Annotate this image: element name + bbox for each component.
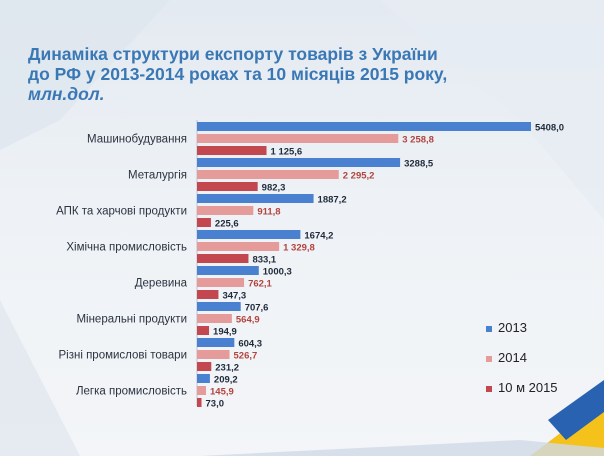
data-label: 225,6 bbox=[215, 219, 239, 230]
bar-series-1 bbox=[197, 278, 245, 287]
data-label: 145,9 bbox=[210, 387, 234, 398]
category-label: Машинобудування bbox=[87, 134, 187, 146]
category-label: Металургія bbox=[128, 170, 187, 182]
bar-series-2 bbox=[197, 218, 211, 227]
data-label: 194,9 bbox=[213, 327, 237, 338]
bar-series-0 bbox=[197, 266, 259, 275]
data-label: 1 125,6 bbox=[271, 147, 303, 158]
legend-swatch-2015 bbox=[486, 386, 492, 392]
bar-series-0 bbox=[197, 302, 241, 311]
blue-corner-shape bbox=[548, 380, 604, 440]
bar-series-1 bbox=[197, 314, 232, 323]
category-label: Різні промислові товари bbox=[58, 350, 187, 362]
data-label: 231,2 bbox=[215, 363, 239, 374]
data-label: 707,6 bbox=[245, 303, 269, 314]
data-label: 1000,3 bbox=[263, 267, 292, 278]
bar-series-1 bbox=[197, 386, 207, 395]
bar-series-2 bbox=[197, 254, 249, 263]
bar-series-0 bbox=[197, 374, 210, 383]
data-label: 3288,5 bbox=[404, 159, 434, 170]
data-label: 604,3 bbox=[238, 339, 262, 350]
legend-label-2013: 2013 bbox=[498, 320, 527, 335]
category-label: Хімічна промисловість bbox=[66, 242, 187, 254]
bar-series-2 bbox=[197, 182, 258, 191]
bar-series-2 bbox=[197, 326, 210, 335]
bar-series-2 bbox=[197, 146, 267, 155]
data-label: 3 258,8 bbox=[402, 135, 434, 146]
data-label: 982,3 bbox=[262, 183, 286, 194]
bar-series-1 bbox=[197, 170, 339, 179]
bar-series-1 bbox=[197, 350, 230, 359]
bar-series-1 bbox=[197, 206, 254, 215]
bar-series-1 bbox=[197, 134, 399, 143]
data-label: 5408,0 bbox=[535, 123, 564, 134]
bar-series-0 bbox=[197, 158, 401, 167]
data-label: 2 295,2 bbox=[343, 171, 375, 182]
data-label: 73,0 bbox=[206, 399, 225, 410]
chart-title: Динаміка структури експорту товарів з Ук… bbox=[28, 44, 588, 104]
title-line-2: до РФ у 2013-2014 роках та 10 місяців 20… bbox=[28, 64, 448, 84]
bar-series-1 bbox=[197, 242, 280, 251]
bar-series-0 bbox=[197, 122, 531, 131]
legend-swatch-2013 bbox=[486, 326, 492, 332]
data-label: 564,9 bbox=[236, 315, 260, 326]
data-label: 1 329,8 bbox=[283, 243, 315, 254]
category-label: Легка промисловість bbox=[76, 386, 187, 398]
data-label: 762,1 bbox=[248, 279, 272, 290]
data-label: 1887,2 bbox=[318, 195, 347, 206]
legend-label-2014: 2014 bbox=[498, 350, 527, 365]
title-line-1: Динаміка структури експорту товарів з Ук… bbox=[28, 44, 438, 64]
bar-series-0 bbox=[197, 194, 314, 203]
bar-series-2 bbox=[197, 398, 202, 407]
category-label: Деревина bbox=[135, 278, 188, 290]
bar-series-0 bbox=[197, 230, 301, 239]
data-label: 833,1 bbox=[252, 255, 276, 266]
data-label: 1674,2 bbox=[304, 231, 333, 242]
title-unit: млн.дол. bbox=[28, 84, 105, 104]
data-label: 347,3 bbox=[222, 291, 246, 302]
category-label: Мінеральні продукти bbox=[76, 314, 187, 326]
bar-series-0 bbox=[197, 338, 235, 347]
category-label: АПК та харчові продукти bbox=[56, 206, 187, 218]
legend-label-2015: 10 м 2015 bbox=[498, 380, 558, 395]
data-label: 526,7 bbox=[234, 351, 258, 362]
data-label: 911,8 bbox=[257, 207, 280, 218]
data-label: 209,2 bbox=[214, 375, 238, 386]
bar-series-2 bbox=[197, 290, 219, 299]
bar-series-2 bbox=[197, 362, 212, 371]
legend-swatch-2014 bbox=[486, 356, 492, 362]
